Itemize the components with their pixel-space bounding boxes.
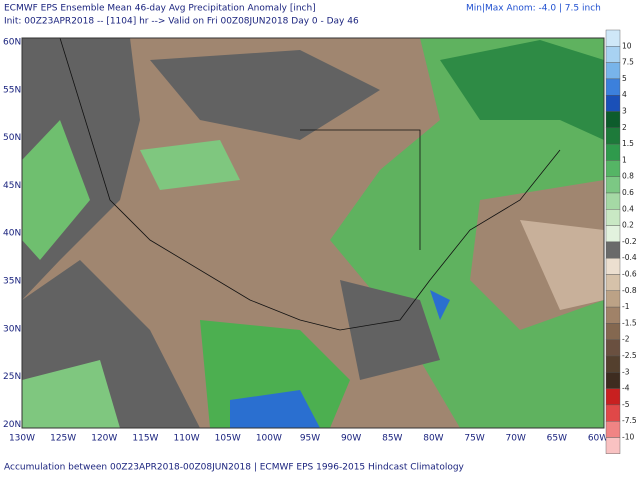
lon-label: 75W — [464, 434, 484, 444]
colorbar-label: -2 — [622, 335, 630, 344]
map-area — [21, 37, 605, 429]
lat-label: 60N — [3, 38, 21, 48]
lon-label: 70W — [506, 434, 526, 444]
lon-label: 60W — [588, 434, 608, 444]
lat-label: 30N — [3, 324, 21, 334]
colorbar-label: -2.5 — [622, 351, 637, 360]
colorbar-label: -3 — [622, 367, 630, 376]
colorbar-label: 1 — [622, 155, 627, 164]
title: ECMWF EPS Ensemble Mean 46-day Avg Preci… — [4, 4, 316, 14]
lon-label: 115W — [132, 434, 158, 444]
lat-label: 50N — [3, 133, 21, 143]
lon-label: 80W — [423, 434, 443, 444]
colorbar-label: -1 — [622, 302, 630, 311]
lon-label: 105W — [215, 434, 241, 444]
lon-label: 110W — [174, 434, 200, 444]
colorbar-label: 10 — [622, 41, 632, 50]
colorbar-box — [605, 160, 621, 177]
colorbar-label: 7.5 — [622, 58, 634, 67]
colorbar-label: -0.4 — [622, 253, 637, 262]
colorbar-box — [605, 290, 621, 308]
colorbar-label: -5 — [622, 400, 630, 409]
colorbar-label: -0.6 — [622, 270, 637, 279]
colorbar-box — [605, 209, 621, 226]
colorbar-box — [605, 355, 621, 373]
lon-label: 95W — [300, 434, 320, 444]
colorbar-box — [605, 372, 621, 389]
lon-label: 85W — [382, 434, 402, 444]
colorbar-box — [605, 437, 621, 454]
colorbar-box — [605, 192, 621, 210]
subtitle: Init: 00Z23APR2018 -- [1104] hr --> Vali… — [4, 17, 359, 27]
colorbar-label: 4 — [622, 90, 627, 99]
colorbar-label: -1.5 — [622, 318, 637, 327]
colorbar-box — [605, 78, 621, 96]
colorbar-box — [605, 404, 621, 422]
colorbar-box — [605, 62, 621, 80]
colorbar-label: 5 — [622, 74, 627, 83]
minmax: Min|Max Anom: -4.0 | 7.5 inch — [466, 4, 601, 14]
colorbar-box — [605, 421, 621, 438]
colorbar-label: 0.4 — [622, 204, 634, 213]
colorbar-label: -10 — [622, 433, 634, 442]
colorbar-label: -7.5 — [622, 416, 637, 425]
colorbar-box — [605, 127, 621, 145]
colorbar-label: 3 — [622, 107, 627, 116]
colorbar-box — [605, 225, 621, 243]
colorbar-label: 0.8 — [622, 172, 634, 181]
colorbar-box — [605, 241, 621, 259]
lat-label: 55N — [3, 85, 21, 95]
lat-label: 40N — [3, 229, 21, 239]
colorbar-box — [605, 339, 621, 357]
colorbar-label: 1.5 — [622, 139, 634, 148]
colorbar-box — [605, 94, 621, 112]
lon-label: 130W — [9, 434, 35, 444]
colorbar-box — [605, 46, 621, 63]
lon-label: 120W — [91, 434, 117, 444]
colorbar-box — [605, 274, 621, 291]
colorbar-label: 2 — [622, 123, 627, 132]
lon-label: 65W — [547, 434, 567, 444]
colorbar-box — [605, 29, 621, 47]
colorbar-box — [605, 306, 621, 324]
lon-label: 125W — [50, 434, 76, 444]
lat-label: 20N — [3, 420, 21, 430]
lat-label: 45N — [3, 181, 21, 191]
lat-label: 25N — [3, 372, 21, 382]
colorbar-box — [605, 176, 621, 194]
colorbar-label: -4 — [622, 384, 630, 393]
colorbar-label: -0.2 — [622, 237, 637, 246]
colorbar-box — [605, 323, 621, 340]
colorbar-label: 0.6 — [622, 188, 634, 197]
lon-label: 100W — [256, 434, 282, 444]
colorbar-label: -0.8 — [622, 286, 637, 295]
colorbar-box — [605, 388, 621, 406]
lat-labels: 60N 55N 50N 45N 40N 35N 30N 25N 20N — [3, 38, 21, 430]
colorbar-box — [605, 143, 621, 161]
footer: Accumulation between 00Z23APR2018-00Z08J… — [4, 463, 465, 473]
colorbar-box — [605, 111, 621, 128]
colorbar-label: 0.2 — [622, 221, 634, 230]
lat-label: 35N — [3, 277, 21, 287]
colorbar: 10 7.5 5 4 3 2 1.5 1 0.8 0.6 0.4 0.2 -0.2 -0.4 -0.6 -0.… — [605, 29, 637, 454]
lon-label: 90W — [341, 434, 361, 444]
colorbar-box — [605, 258, 621, 275]
lon-labels: 130W 125W 120W 115W 110W 105W 100W 95W 90W 85W 80W… — [9, 434, 608, 444]
